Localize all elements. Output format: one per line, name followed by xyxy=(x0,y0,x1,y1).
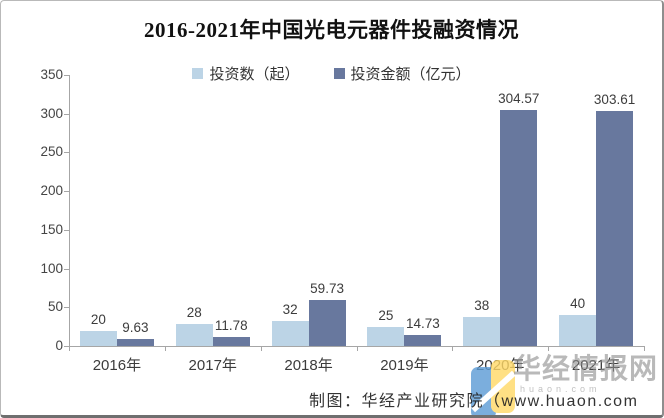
bar-amount xyxy=(404,334,442,346)
x-category-label: 2019年 xyxy=(380,357,429,374)
y-tick xyxy=(64,75,69,76)
legend-label: 投资金额（亿元） xyxy=(350,66,471,83)
chart-title: 2016-2021年中国光电元器件投融资情况 xyxy=(144,18,519,42)
bar-value-label: 303.61 xyxy=(593,91,636,107)
y-tick-label: 0 xyxy=(55,338,63,353)
x-category-label: 2016年 xyxy=(92,357,142,374)
bar-count xyxy=(559,315,597,346)
x-tick xyxy=(548,346,550,351)
bar-value-label: 11.78 xyxy=(214,317,248,333)
bar-value-label: 32 xyxy=(282,302,298,318)
y-tick-label: 50 xyxy=(47,299,63,315)
bar-value-label: 304.57 xyxy=(498,91,540,107)
x-category-label: 2017年 xyxy=(188,357,237,374)
watermark-domain: huaon.com xyxy=(520,384,601,394)
y-tick xyxy=(64,113,69,115)
watermark-brand: 华经情报网 xyxy=(513,353,659,384)
y-tick xyxy=(64,307,69,309)
y-tick xyxy=(64,191,69,193)
x-tick xyxy=(356,346,358,351)
bar-amount xyxy=(500,110,538,346)
bar-value-label: 9.63 xyxy=(122,319,149,335)
bar-value-label: 40 xyxy=(570,296,586,312)
bar-value-label: 20 xyxy=(90,311,106,327)
y-tick-label: 250 xyxy=(40,144,63,160)
watermark-logo-icon xyxy=(470,360,516,415)
bar-amount xyxy=(212,336,250,346)
x-category-label: 2021年 xyxy=(571,357,621,374)
bar-count xyxy=(79,330,117,346)
x-tick xyxy=(69,346,70,351)
source-credit: 制图：华经产业研究院（www.huaon.com xyxy=(309,393,639,410)
y-tick-label: 200 xyxy=(40,183,63,199)
bar-count xyxy=(463,316,501,346)
x-tick xyxy=(452,346,454,351)
x-tick xyxy=(260,346,262,351)
y-tick xyxy=(64,152,69,154)
bar-amount xyxy=(308,299,346,346)
legend-item-investment-amount: 投资金额（亿元） xyxy=(333,63,471,84)
y-tick xyxy=(64,268,69,270)
bar-value-label: 25 xyxy=(378,307,394,323)
legend-swatch-dark xyxy=(333,68,345,79)
y-tick xyxy=(64,346,69,347)
bar-count xyxy=(271,321,309,346)
legend-label: 投资数（起） xyxy=(209,66,300,83)
bar-value-label: 28 xyxy=(186,305,202,321)
x-tick xyxy=(164,346,166,351)
legend: 投资数（起） 投资金额（亿元） xyxy=(1,63,662,84)
legend-swatch-light xyxy=(192,68,204,79)
y-tick xyxy=(64,229,69,231)
y-tick-label: 300 xyxy=(40,105,63,121)
bar-value-label: 59.73 xyxy=(310,280,344,296)
bar-amount xyxy=(596,110,634,346)
bar-count xyxy=(367,326,405,346)
bar-count xyxy=(175,324,213,346)
y-tick-label: 150 xyxy=(40,221,63,237)
y-tick-label: 350 xyxy=(40,67,63,82)
x-tick xyxy=(644,346,645,351)
bar-value-label: 38 xyxy=(474,297,490,313)
bar-value-label: 14.73 xyxy=(406,315,440,331)
x-category-label: 2018年 xyxy=(284,357,333,374)
legend-item-investment-count: 投资数（起） xyxy=(192,63,300,84)
y-tick-label: 100 xyxy=(40,260,63,276)
y-axis xyxy=(69,75,70,346)
bar-amount xyxy=(116,338,154,346)
